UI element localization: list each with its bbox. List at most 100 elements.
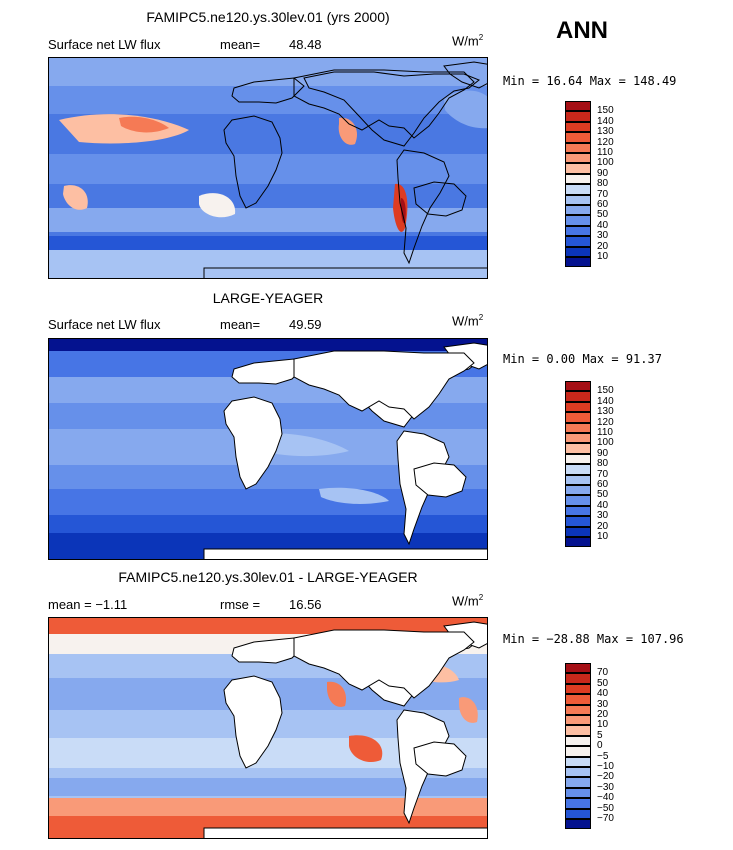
- colorbar-tick-label: 20: [597, 520, 609, 532]
- colorbar-tick-label: 60: [597, 479, 609, 490]
- colorbar-swatch: [565, 683, 591, 695]
- colorbar-swatch: [565, 474, 591, 485]
- colorbar-tick-label: 80: [597, 458, 609, 470]
- colorbar-swatch: [565, 819, 591, 830]
- colorbar-swatch: [565, 767, 591, 778]
- colorbar-swatch: [565, 694, 591, 705]
- colorbar-swatch: [565, 443, 591, 454]
- colorbar-swatch: [565, 225, 591, 237]
- panel-2-title: LARGE-YEAGER: [212, 290, 324, 306]
- colorbar-swatch: [565, 735, 591, 747]
- colorbar-tick-label: 140: [597, 115, 614, 127]
- panel-2-stat-label: mean=: [220, 317, 261, 332]
- colorbar-tick-label: −10: [597, 761, 614, 772]
- colorbar-swatch: [565, 756, 591, 767]
- colorbar-tick-label: 40: [597, 219, 609, 231]
- colorbar-tick-label: 40: [597, 688, 609, 700]
- colorbar-swatch: [565, 808, 591, 819]
- colorbar-swatch: [565, 777, 591, 788]
- colorbar-tick-label: 60: [597, 199, 609, 210]
- colorbar-tick-label: 20: [597, 240, 609, 252]
- colorbar-swatch: [565, 401, 591, 413]
- colorbar-swatch: [565, 236, 591, 247]
- colorbar-swatch: [565, 495, 591, 506]
- colorbar-tick-label: 5: [597, 729, 603, 741]
- colorbar-tick-label: −40: [597, 792, 614, 804]
- colorbar-tick-label: 110: [597, 427, 613, 438]
- colorbar-tick-label: 30: [597, 698, 609, 710]
- colorbar-tick-label: 90: [597, 167, 609, 179]
- colorbar-tick-label: 70: [597, 667, 609, 679]
- colorbar-tick-label: −50: [597, 802, 614, 814]
- colorbar-swatch: [565, 537, 591, 548]
- colorbar-swatch: [565, 704, 591, 715]
- colorbar-swatch: [565, 391, 591, 402]
- colorbar-tick-label: 70: [597, 468, 609, 480]
- panel-3-units: W/m2: [452, 593, 484, 609]
- colorbar-tick-label: 0: [597, 740, 603, 752]
- colorbar-swatch: [565, 422, 591, 433]
- colorbar-tick-label: 40: [597, 499, 609, 511]
- colorbar-tick-label: 30: [597, 510, 609, 522]
- colorbar-swatch: [565, 381, 591, 392]
- colorbar-tick-label: 30: [597, 230, 609, 242]
- colorbar-tick-label: 10: [597, 719, 609, 731]
- panel-1-units: W/m2: [452, 33, 484, 49]
- panel-1-stat-label: mean=: [220, 37, 261, 52]
- colorbar-tick-label: 20: [597, 709, 609, 720]
- panel-2-min-max: Min = 0.00 Max = 91.37: [503, 352, 662, 366]
- colorbar-swatch: [565, 163, 591, 174]
- colorbar-tick-label: −30: [597, 781, 614, 793]
- panel-2-units: W/m2: [452, 313, 484, 329]
- colorbar-swatch: [565, 132, 591, 143]
- colorbar-tick-label: 130: [597, 126, 614, 138]
- colorbar-swatch: [565, 798, 591, 809]
- panel-2-stat-value: 49.59: [289, 317, 322, 332]
- panel-3-min-max: Min = −28.88 Max = 107.96: [503, 632, 684, 646]
- colorbar-swatch: [565, 121, 591, 133]
- colorbar-swatch: [565, 746, 591, 757]
- colorbar-swatch: [565, 505, 591, 517]
- colorbar-swatch: [565, 173, 591, 185]
- colorbar-swatch: [565, 111, 591, 122]
- colorbar-tick-label: 50: [597, 677, 609, 689]
- colorbar-tick-label: −20: [597, 771, 614, 783]
- panel-3-stat-label: rmse =: [220, 597, 261, 612]
- colorbar-tick-label: 120: [597, 416, 614, 428]
- colorbar-swatch: [565, 433, 591, 444]
- panel-1-title: FAMIPC5.ne120.ys.30lev.01 (yrs 2000): [146, 9, 390, 25]
- colorbar-swatch: [565, 101, 591, 112]
- colorbar-tick-label: 90: [597, 447, 609, 459]
- colorbar-swatch: [565, 142, 591, 153]
- colorbar-tick-label: 10: [597, 251, 609, 262]
- panel-3-title: FAMIPC5.ne120.ys.30lev.01 - LARGE-YEAGER: [118, 569, 418, 585]
- colorbar-tick-label: 10: [597, 531, 609, 542]
- panel-2-map: [48, 338, 488, 560]
- colorbar-swatch: [565, 412, 591, 423]
- colorbar-tick-label: −5: [597, 750, 609, 762]
- colorbar-swatch: [565, 184, 591, 195]
- colorbar-swatch: [565, 153, 591, 164]
- colorbar-tick-label: 100: [597, 157, 614, 169]
- colorbar-tick-label: 70: [597, 188, 609, 200]
- colorbar-tick-label: 130: [597, 406, 614, 418]
- colorbar-swatch: [565, 194, 591, 205]
- panel-1-map: [48, 57, 488, 279]
- colorbar-tick-label: 150: [597, 385, 614, 397]
- colorbar-tick-label: 80: [597, 178, 609, 190]
- panel-3-map: [48, 617, 488, 839]
- colorbar-swatch: [565, 485, 591, 496]
- colorbar-swatch: [565, 715, 591, 726]
- panel-2-map-field: [49, 339, 487, 559]
- colorbar-tick-label: −70: [597, 813, 614, 824]
- colorbar-swatch: [565, 725, 591, 736]
- colorbar-tick-label: 100: [597, 437, 614, 449]
- panel-3-mean-label: mean = −1.11: [48, 597, 128, 612]
- colorbar-swatch: [565, 526, 591, 537]
- panel-3-map-field: [49, 618, 487, 838]
- colorbar-tick-label: 120: [597, 136, 614, 148]
- colorbar-swatch: [565, 205, 591, 216]
- panel-1-stat-value: 48.48: [289, 37, 322, 52]
- colorbar-tick-label: 50: [597, 209, 609, 221]
- colorbar-swatch: [565, 453, 591, 465]
